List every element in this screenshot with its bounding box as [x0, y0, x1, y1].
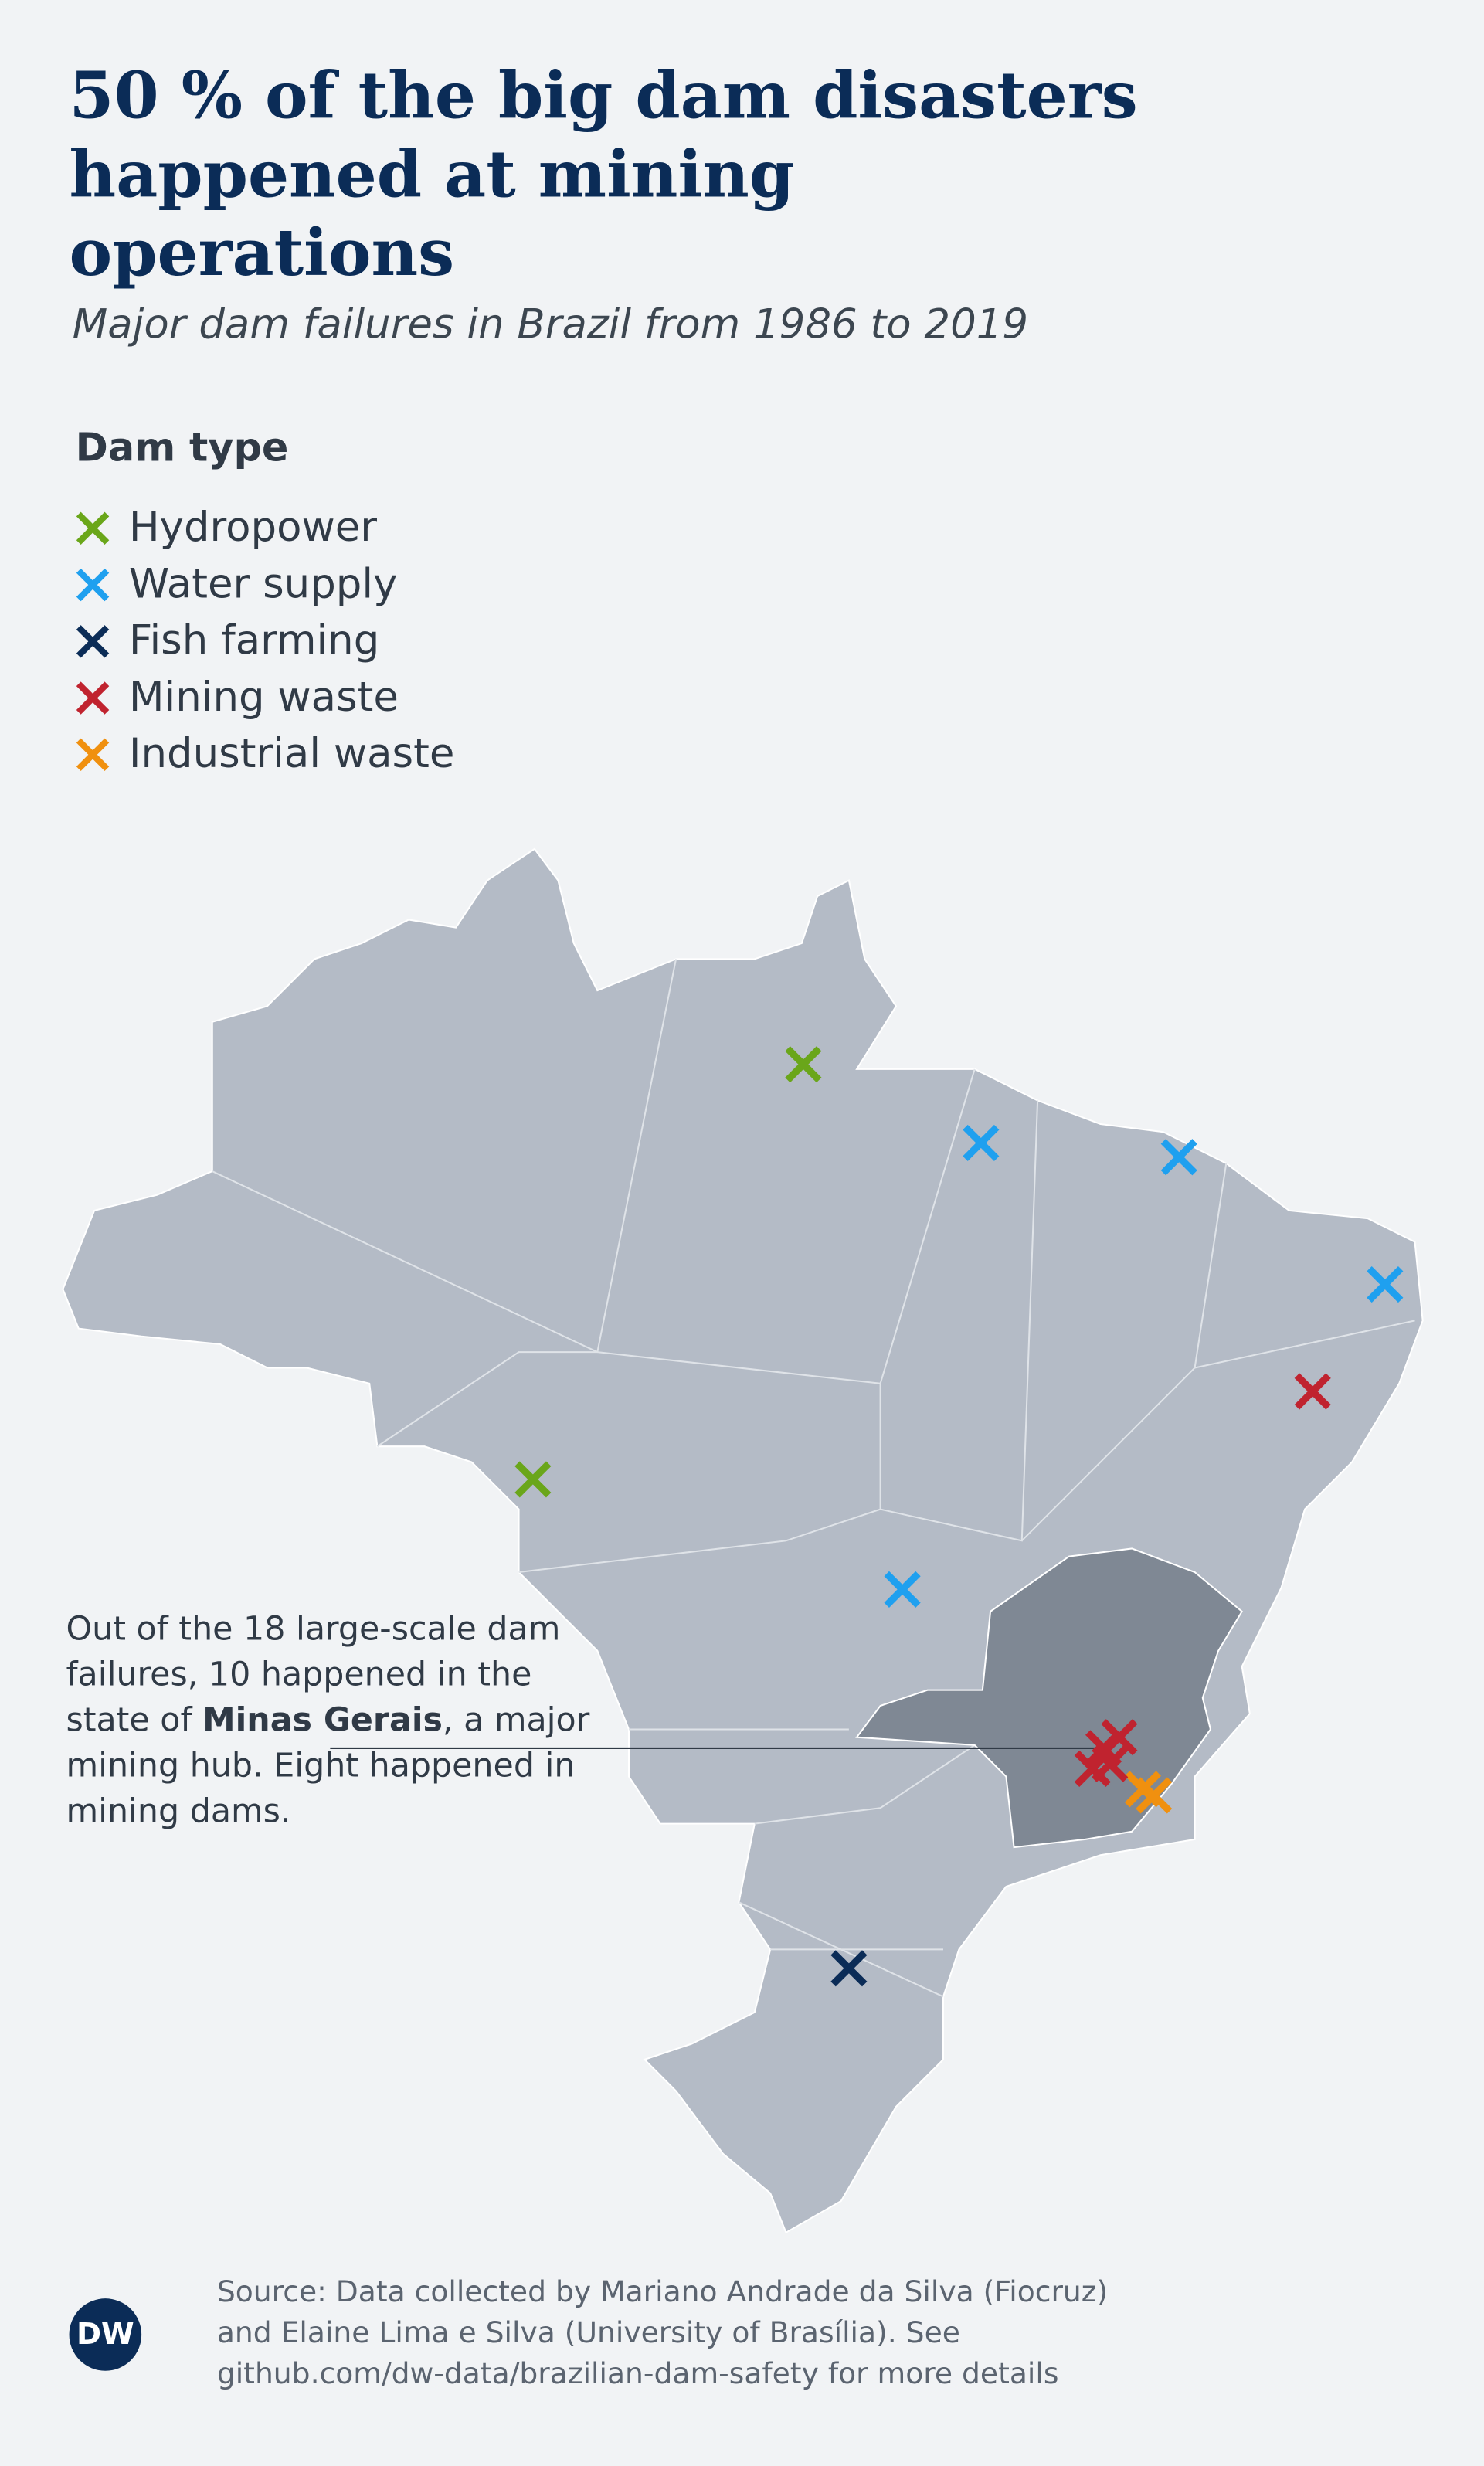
cross-marker: [76, 681, 110, 715]
legend-item: Mining waste: [73, 670, 455, 726]
subtitle: Major dam failures in Brazil from 1986 t…: [72, 301, 1029, 349]
legend-label: Industrial waste: [128, 731, 455, 779]
legend-label: Mining waste: [128, 674, 399, 722]
cross-marker: [76, 511, 110, 545]
title: 50 % of the big dam disasters happened a…: [69, 58, 1138, 291]
legend-label: Fish farming: [128, 617, 380, 665]
cross-marker: [1136, 1777, 1173, 1814]
annotation: Out of the 18 large-scale dam failures, …: [66, 1607, 608, 1835]
legend-symbol: [76, 568, 110, 602]
cross-marker: [76, 625, 110, 658]
legend: Hydropower Water supply Fish farming Mining…: [73, 500, 455, 783]
legend-symbol: [76, 625, 110, 658]
state-borders: [212, 959, 1415, 1998]
annotation-text: Out of the 18 large-scale dam failures, …: [66, 1609, 561, 1739]
cross-marker: [1092, 1745, 1129, 1782]
legend-item: Industrial waste: [73, 726, 455, 783]
annotation-text: , a major mining hub. Eight happened in …: [66, 1700, 590, 1830]
cross-marker: [76, 568, 110, 602]
legend-item: Hydropower: [73, 500, 455, 556]
legend-label: Hydropower: [128, 504, 378, 552]
legend-symbol: [76, 738, 110, 771]
legend-title: Dam type: [75, 424, 289, 470]
cross-marker: [963, 1124, 1000, 1162]
legend-symbol: [76, 681, 110, 715]
source-line: github.com/dw-data/brazilian-dam-safety …: [216, 2358, 1059, 2392]
markers: [514, 1046, 1404, 1987]
legend-symbol: [76, 511, 110, 545]
legend-item: Fish farming: [73, 613, 455, 670]
legend-label: Water supply: [128, 561, 398, 609]
annotation-state: Minas Gerais: [202, 1700, 443, 1739]
cross-marker: [884, 1571, 921, 1608]
logo: DW: [69, 2298, 142, 2371]
source-line: and Elaine Lima e Silva (University of B…: [216, 2317, 960, 2351]
cross-marker: [1294, 1373, 1331, 1410]
cross-marker: [76, 738, 110, 771]
source: Source: Data collected by Mariano Andrad…: [217, 2274, 1108, 2396]
cross-marker: [1367, 1266, 1404, 1303]
legend-item: Water supply: [73, 556, 455, 613]
cross-marker: [830, 1950, 868, 1987]
cross-marker: [785, 1046, 822, 1083]
cross-marker: [514, 1461, 552, 1498]
cross-marker: [1160, 1139, 1197, 1176]
brazil: [62, 847, 1424, 2234]
source-line: Source: Data collected by Mariano Andrad…: [216, 2276, 1109, 2310]
minas-gerais: [855, 1547, 1243, 1849]
